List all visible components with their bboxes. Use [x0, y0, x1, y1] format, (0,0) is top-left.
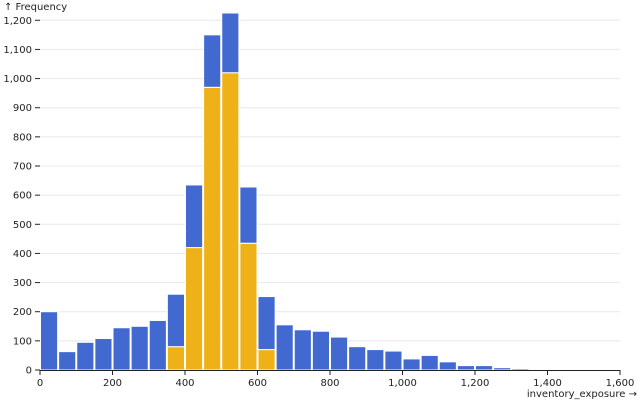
histogram-bar [348, 346, 367, 371]
histogram-bar [76, 341, 95, 371]
histogram-bar [221, 72, 240, 371]
x-axis: 0 200 400 600 800 1,000 1,200 1,400 1,600 [37, 370, 635, 389]
histogram-bar [58, 351, 77, 371]
y-tick-label: 700 [13, 162, 32, 173]
y-axis-label: ↑ Frequency [4, 2, 67, 13]
y-tick-label: 100 [13, 336, 32, 347]
histogram-bar [257, 349, 276, 371]
y-tick-label: 200 [13, 307, 32, 318]
histogram-bar [529, 368, 548, 371]
x-tick-label: 1,600 [606, 378, 635, 389]
histogram-bar [166, 346, 185, 371]
histogram-bar [511, 368, 530, 371]
histogram-bar [40, 311, 59, 371]
histogram-bar [203, 34, 222, 88]
histogram-bar [438, 361, 457, 371]
y-tick-label: 600 [13, 191, 32, 202]
x-tick-label: 800 [320, 378, 339, 389]
grid-lines [40, 19, 620, 342]
histogram-bar [239, 242, 258, 371]
x-tick-label: 1,200 [461, 378, 490, 389]
histogram-bar [475, 365, 494, 371]
histogram-bar [420, 354, 439, 371]
histogram-bar [185, 247, 204, 371]
histogram-bar [456, 365, 475, 371]
y-tick-label: 400 [13, 249, 32, 260]
x-tick-label: 600 [248, 378, 267, 389]
histogram-bar [112, 327, 131, 371]
histogram-bar [185, 184, 204, 249]
x-tick-label: 200 [103, 378, 122, 389]
histogram-bar [293, 329, 312, 371]
histogram-bar [547, 368, 566, 371]
histogram-bar [148, 319, 167, 371]
histogram-bar [94, 338, 113, 371]
x-tick-label: 0 [37, 378, 43, 389]
y-tick-label: 500 [13, 220, 32, 231]
histogram-bar [311, 330, 330, 371]
histogram-bar [330, 336, 349, 371]
histogram-bar [384, 350, 403, 371]
y-tick-label: 1,100 [3, 45, 32, 56]
histogram-bar [275, 324, 294, 371]
histogram-bar [402, 358, 421, 371]
histogram-bar [221, 12, 240, 74]
y-tick-label: 1,000 [3, 74, 32, 85]
y-tick-label: 300 [13, 278, 32, 289]
y-tick-label: 0 [26, 366, 32, 377]
x-axis-label: inventory_exposure → [527, 389, 637, 400]
y-tick-label: 800 [13, 132, 32, 143]
y-tick-label: 1,200 [3, 16, 32, 27]
histogram-bar [166, 293, 185, 348]
histogram-bar [239, 186, 258, 244]
x-tick-label: 1,400 [533, 378, 562, 389]
y-axis: 0 100 200 300 400 500 600 700 800 900 1,000 1,100 1,… [3, 16, 40, 377]
histogram-bar [130, 325, 149, 371]
x-tick-label: 1,000 [388, 378, 417, 389]
bars [40, 12, 620, 371]
histogram-bar [366, 349, 385, 371]
y-tick-label: 900 [13, 103, 32, 114]
histogram-bar [203, 86, 222, 371]
histogram-bar [257, 296, 276, 351]
x-tick-label: 400 [175, 378, 194, 389]
histogram-bar [493, 367, 512, 371]
